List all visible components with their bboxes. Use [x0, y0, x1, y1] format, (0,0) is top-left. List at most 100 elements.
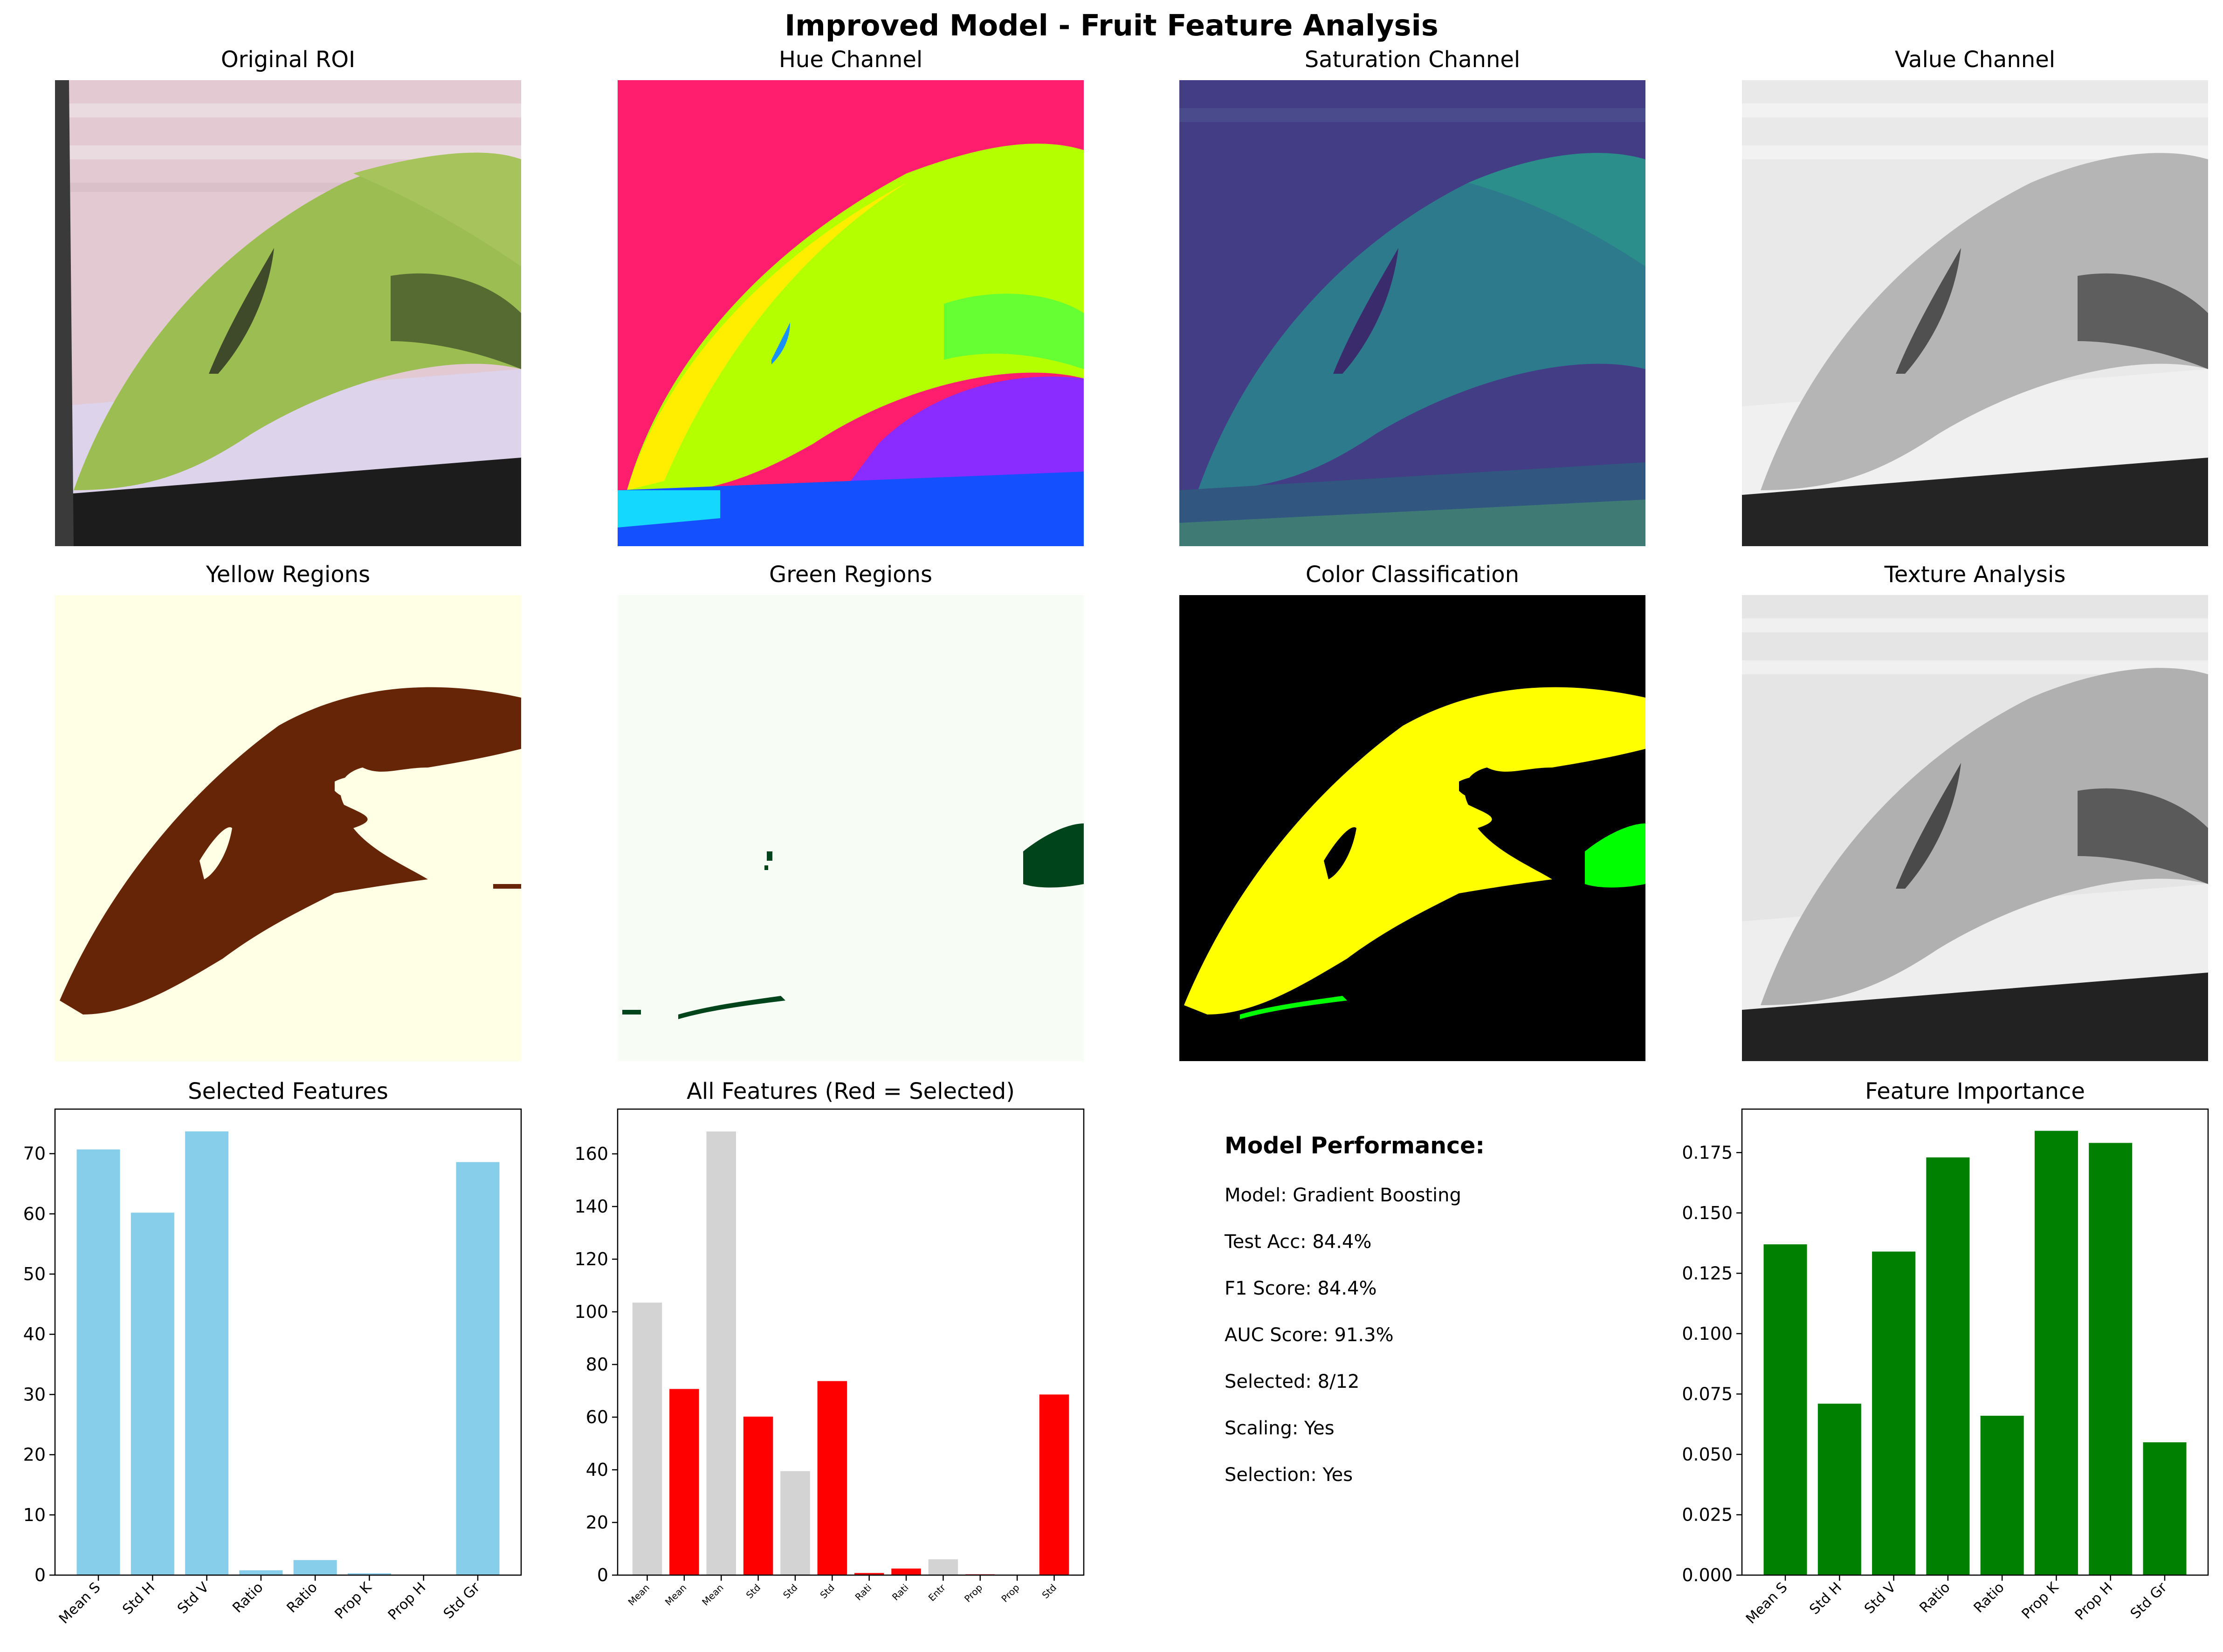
- panel-title-value: Value Channel: [1894, 47, 2056, 73]
- bar: [131, 1213, 174, 1575]
- panel-title-green: Green Regions: [769, 562, 932, 588]
- performance-line: Selection: Yes: [1225, 1464, 1353, 1486]
- y-tick-label: 0: [34, 1565, 46, 1585]
- panel-title-original: Original ROI: [220, 47, 356, 73]
- bar: [706, 1131, 736, 1575]
- bar: [632, 1302, 662, 1575]
- x-tick-label: Std: [744, 1582, 763, 1601]
- bar: [1763, 1244, 1807, 1575]
- y-tick-label: 30: [23, 1384, 46, 1405]
- bar: [185, 1131, 229, 1575]
- axes-frame: [617, 1108, 1085, 1576]
- bar: [1817, 1404, 1861, 1575]
- x-tick-label: Prop H: [385, 1579, 429, 1624]
- figure-title: Improved Model - Fruit Feature Analysis: [785, 8, 1438, 42]
- bar: [928, 1559, 958, 1575]
- y-tick-label: 80: [586, 1354, 608, 1375]
- y-tick-label: 0: [597, 1565, 608, 1585]
- y-tick-label: 0.075: [1682, 1384, 1733, 1404]
- green-regions-image: [618, 595, 1084, 1061]
- y-tick-label: 0.100: [1682, 1323, 1733, 1344]
- x-tick-label: Rati: [890, 1582, 911, 1603]
- panel-title-saturation: Saturation Channel: [1304, 47, 1521, 73]
- panel-title-color: Color Classification: [1305, 562, 1520, 588]
- bar: [1872, 1251, 1916, 1575]
- chart-title: Selected Features: [188, 1078, 388, 1104]
- all-features-chart: All Features (Red = Selected) 0 20 40 60 80 10…: [574, 1078, 1085, 1608]
- axes-frame: [1741, 1108, 2209, 1576]
- texture-analysis-image: [1742, 595, 2208, 1061]
- y-tick-label: 60: [23, 1204, 46, 1224]
- performance-line: F1 Score: 84.4%: [1225, 1278, 1377, 1299]
- y-tick-label: 40: [23, 1324, 46, 1344]
- x-tick-label: Std V: [174, 1579, 213, 1618]
- performance-line: AUC Score: 91.3%: [1225, 1324, 1394, 1346]
- bar: [1980, 1416, 2024, 1575]
- performance-line: Test Acc: 84.4%: [1225, 1231, 1372, 1253]
- panel-title-hue: Hue Channel: [778, 47, 923, 73]
- y-tick-label: 0.175: [1682, 1142, 1733, 1163]
- bar: [347, 1573, 391, 1575]
- bar: [2089, 1143, 2133, 1575]
- y-tick-label: 140: [574, 1196, 608, 1217]
- original-roi-image: [55, 80, 521, 546]
- saturation-channel-image: [1179, 80, 1645, 546]
- y-tick-label: 120: [574, 1249, 608, 1269]
- performance-line: Model: Gradient Boosting: [1225, 1185, 1461, 1206]
- x-tick-label: Mean: [700, 1582, 726, 1608]
- model-performance-panel: Model Performance: Model: Gradient Boost…: [1225, 1132, 1644, 1505]
- x-tick-label: Std H: [119, 1579, 158, 1618]
- x-tick-label: Entr: [926, 1582, 948, 1604]
- bar: [76, 1149, 120, 1575]
- y-tick-label: 0.125: [1682, 1263, 1733, 1283]
- panel-title-texture: Texture Analysis: [1884, 562, 2066, 588]
- y-tick-label: 100: [574, 1302, 608, 1322]
- x-tick-label: Mean S: [56, 1579, 104, 1627]
- chart-title: All Features (Red = Selected): [687, 1078, 1015, 1104]
- chart-title: Feature Importance: [1865, 1078, 2085, 1104]
- x-tick-label: Mean: [626, 1582, 652, 1608]
- x-tick-label: Ratio: [284, 1579, 321, 1616]
- x-tick-label: Std Gr: [2127, 1579, 2170, 1622]
- x-tick-label: Prop K: [2019, 1579, 2062, 1622]
- performance-heading: Model Performance:: [1225, 1132, 1485, 1159]
- x-tick-label: Mean S: [1743, 1579, 1791, 1627]
- y-tick-label: 0.000: [1682, 1565, 1733, 1585]
- x-tick-label: Std: [818, 1582, 836, 1601]
- performance-line: Selected: 8/12: [1225, 1371, 1360, 1392]
- x-tick-label: Prop: [962, 1582, 984, 1604]
- x-tick-label: Prop: [999, 1582, 1021, 1604]
- x-tick-label: Std: [781, 1582, 799, 1601]
- x-tick-label: Std V: [1861, 1579, 1900, 1618]
- bar: [743, 1416, 773, 1575]
- bar: [1039, 1394, 1069, 1575]
- y-tick-label: 0.025: [1682, 1504, 1733, 1525]
- bar: [2034, 1131, 2078, 1575]
- color-classification-image: [1179, 595, 1645, 1061]
- y-tick-label: 60: [586, 1407, 608, 1427]
- y-tick-label: 70: [23, 1144, 46, 1164]
- y-tick-label: 0.150: [1682, 1203, 1733, 1223]
- x-tick-label: Mean: [663, 1582, 689, 1608]
- y-tick-label: 40: [586, 1460, 608, 1480]
- hue-channel-image: [618, 80, 1084, 546]
- bar: [891, 1568, 921, 1575]
- bar: [669, 1389, 699, 1575]
- performance-line: Scaling: Yes: [1225, 1418, 1335, 1439]
- y-tick-label: 160: [574, 1144, 608, 1164]
- y-tick-label: 20: [23, 1445, 46, 1465]
- y-tick-label: 10: [23, 1505, 46, 1525]
- x-tick-label: Std: [1040, 1582, 1059, 1601]
- y-tick-label: 20: [586, 1512, 608, 1533]
- bar: [854, 1573, 884, 1575]
- x-tick-label: Ratio: [1971, 1579, 2008, 1616]
- y-tick-label: 50: [23, 1264, 46, 1284]
- x-tick-label: Rati: [853, 1582, 874, 1603]
- bar: [2143, 1442, 2187, 1575]
- yellow-regions-image: [55, 595, 521, 1061]
- x-tick-label: Ratio: [229, 1579, 266, 1616]
- bar: [1926, 1157, 1970, 1575]
- bar: [293, 1560, 337, 1575]
- bar: [780, 1471, 810, 1575]
- selected-features-chart: Selected Features 0 10 20 30 40 50 60 70 Mean S St…: [23, 1078, 522, 1627]
